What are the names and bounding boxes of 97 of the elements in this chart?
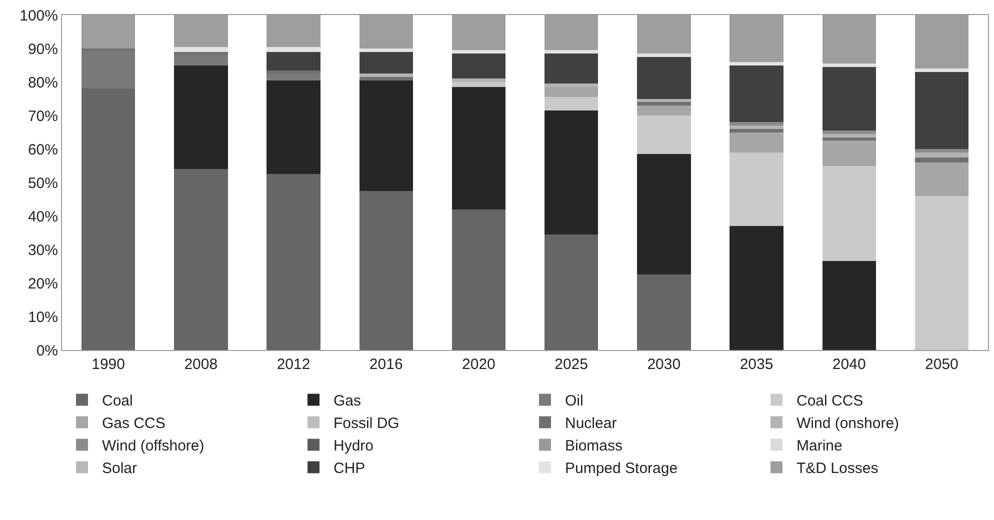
bar <box>266 46 320 52</box>
y-tick-label: 100% <box>20 7 58 24</box>
bar <box>266 74 320 80</box>
legend-label: Pumped Storage <box>565 460 678 478</box>
bar <box>914 162 969 196</box>
bar <box>822 130 876 134</box>
x-tick-label: 2008 <box>184 356 218 373</box>
bar <box>730 122 784 126</box>
bar <box>174 55 228 66</box>
legend-label: Wind (onshore) <box>796 415 900 432</box>
bar <box>637 154 691 275</box>
bar <box>730 128 784 132</box>
bar <box>822 261 876 350</box>
legend-label: T&D Losses <box>796 460 878 478</box>
legend-label: Gas <box>334 392 362 410</box>
legend-label: Solar <box>102 460 138 478</box>
bar <box>544 234 598 350</box>
bar <box>730 62 784 66</box>
x-tick-label: 2040 <box>832 356 866 373</box>
bar <box>730 65 784 122</box>
legend-label: Fossil DG <box>334 415 400 432</box>
bar <box>822 140 876 166</box>
y-tick-label: 0% <box>36 342 58 360</box>
bar <box>822 64 876 67</box>
x-tick-label: 2016 <box>369 356 403 373</box>
bar <box>359 74 413 77</box>
bar <box>914 149 969 152</box>
bar <box>359 190 413 350</box>
bar <box>822 166 876 262</box>
legend-label: Oil <box>565 392 584 410</box>
bar <box>637 56 691 99</box>
bar <box>637 116 691 154</box>
bar <box>266 52 320 70</box>
y-tick-label: 50% <box>28 174 58 192</box>
bar <box>822 134 876 138</box>
bar <box>81 88 136 350</box>
bar <box>730 226 784 350</box>
legend-label: Hydro <box>334 438 374 455</box>
bar <box>544 54 598 84</box>
legend-label: Nuclear <box>565 415 617 432</box>
x-tick-label: 2025 <box>554 356 588 373</box>
bar <box>637 102 691 106</box>
y-tick-label: 90% <box>28 40 58 58</box>
bar <box>359 76 413 80</box>
bar <box>452 54 506 79</box>
x-tick-label: 2020 <box>462 356 496 373</box>
bar <box>452 78 506 82</box>
legend-label: CHP <box>334 460 366 478</box>
bar <box>174 169 228 350</box>
bar <box>637 105 691 116</box>
bar <box>730 132 784 152</box>
bar <box>81 50 136 89</box>
legend-label: Coal CCS <box>796 392 864 410</box>
bar <box>359 48 413 52</box>
y-tick-label: 30% <box>28 242 58 259</box>
bar <box>730 126 784 129</box>
bar <box>914 152 969 158</box>
bar <box>359 52 413 74</box>
bar <box>544 84 598 88</box>
bar <box>544 50 598 54</box>
bar <box>544 87 598 98</box>
x-tick-label: 2050 <box>925 356 958 373</box>
bar <box>914 196 969 350</box>
x-tick-label: 2030 <box>647 356 681 373</box>
y-tick-label: 80% <box>28 74 58 92</box>
legend-label: Marine <box>796 438 842 455</box>
y-tick-label: 40% <box>28 208 58 226</box>
bar <box>914 157 969 162</box>
bar <box>544 97 598 110</box>
bar <box>730 152 784 226</box>
bar <box>544 110 598 234</box>
x-tick-label: 1990 <box>92 356 125 373</box>
y-tick-label: 60% <box>28 141 58 158</box>
bar <box>174 46 228 52</box>
legend-label: Biomass <box>565 438 623 455</box>
bar <box>914 72 969 149</box>
x-tick-label: 2012 <box>276 356 310 373</box>
bar <box>822 66 876 131</box>
bar <box>266 174 320 350</box>
legend-label: Wind (offshore) <box>102 438 204 455</box>
bar <box>452 209 506 350</box>
bar <box>174 65 228 170</box>
x-tick-label: 2035 <box>740 356 774 373</box>
bar <box>637 274 691 350</box>
bar <box>914 68 969 72</box>
bar <box>452 82 506 88</box>
bar <box>637 54 691 57</box>
bar <box>266 80 320 174</box>
bar <box>452 87 506 210</box>
legend-label: Gas CCS <box>102 415 166 432</box>
bar <box>637 98 691 102</box>
y-tick-label: 20% <box>28 275 58 292</box>
y-tick-label: 70% <box>28 108 58 125</box>
y-tick-label: 10% <box>28 308 58 326</box>
bar <box>359 80 413 191</box>
legend-label: Coal <box>102 392 133 410</box>
bar <box>452 50 506 54</box>
